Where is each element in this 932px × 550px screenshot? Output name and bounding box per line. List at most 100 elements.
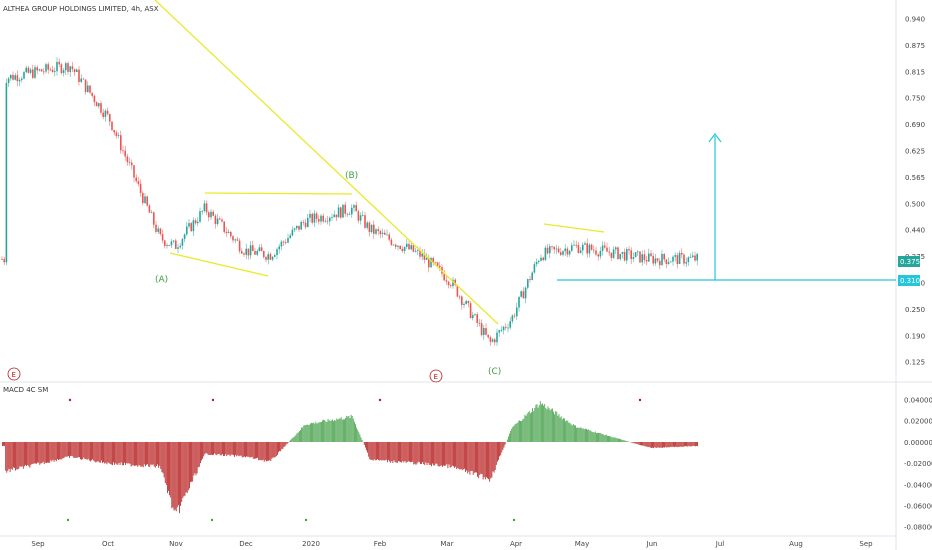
macd-bar: [130, 442, 132, 467]
candle-body: [549, 246, 551, 254]
macd-bar: [126, 442, 128, 464]
candle-body: [538, 260, 540, 262]
candle-body: [584, 243, 586, 245]
time-axis[interactable]: Sep Oct Nov Dec 2020 Feb Mar Apr May Jun Jul Aug Sep: [31, 540, 873, 548]
drawing-layer[interactable]: [154, 0, 896, 325]
macd-bar: [601, 433, 603, 442]
macd-tick-label: -0.08000: [904, 524, 932, 532]
macd-bar: [132, 442, 134, 466]
candle-body: [551, 246, 553, 248]
macd-bar: [438, 442, 440, 467]
macd-bar: [567, 420, 569, 442]
candle-body: [656, 258, 659, 261]
macd-bar: [423, 442, 425, 464]
candle-body: [10, 74, 12, 79]
macd-bar: [531, 412, 532, 442]
candle-body: [516, 307, 518, 317]
macd-bar: [559, 417, 561, 442]
macd-bar: [621, 439, 623, 442]
target-arrow-head[interactable]: [708, 133, 722, 143]
macd-bar: [613, 437, 615, 442]
macd-bar: [580, 427, 582, 442]
macd-bar: [498, 442, 499, 460]
candle-body: [500, 330, 503, 331]
candle-body: [227, 231, 230, 233]
macd-bar: [297, 432, 299, 442]
macd-bar: [552, 408, 553, 442]
candle-body: [353, 205, 355, 208]
macd-bar: [378, 442, 379, 461]
candle-body: [54, 71, 56, 73]
macd-bar: [431, 442, 432, 467]
candle-body: [245, 248, 247, 255]
macd-bar: [664, 442, 665, 448]
macd-bar: [306, 424, 308, 442]
candle-body: [637, 251, 639, 253]
wave-a-lower-line[interactable]: [169, 252, 269, 277]
macd-bar: [568, 422, 570, 442]
macd-bar: [138, 442, 140, 466]
macd-axis[interactable]: 0.04000 0.02000 0.00000 -0.02000 -0.04000 -0.…: [904, 397, 932, 532]
macd-bar: [228, 442, 230, 455]
macd-bar: [264, 442, 266, 461]
price-panel[interactable]: [0, 0, 896, 380]
macd-bar: [417, 442, 419, 462]
candle-body: [18, 79, 21, 82]
macd-bar: [682, 442, 684, 447]
candle-body: [40, 69, 43, 72]
macd-bar: [625, 440, 627, 442]
macd-bar: [607, 435, 608, 442]
candle-body: [661, 253, 663, 266]
candle-body: [386, 234, 388, 236]
candle-body: [566, 248, 569, 255]
resistance-line[interactable]: [543, 223, 605, 233]
candle-body: [56, 61, 58, 72]
macd-bar: [604, 435, 606, 442]
event-marker-1[interactable]: E: [7, 367, 21, 381]
macd-bar: [514, 424, 516, 442]
price-axis[interactable]: 0.940 0.875 0.815 0.750 0.690 0.625 0.565 0.500…: [905, 16, 925, 367]
macd-bar: [242, 442, 244, 458]
macd-bar: [14, 442, 15, 468]
macd-bar: [436, 442, 438, 464]
candle-body: [555, 248, 558, 250]
candle-body: [465, 300, 467, 305]
candle-body: [463, 304, 465, 305]
candle-body: [478, 322, 481, 324]
candle-body: [472, 315, 474, 319]
macd-bar: [610, 436, 612, 442]
macd-bar: [162, 442, 164, 474]
candle-body: [161, 234, 164, 241]
event-marker-2[interactable]: E: [429, 369, 443, 383]
macd-bar: [114, 442, 115, 465]
time-tick-label: Feb: [374, 540, 387, 548]
wave-b-upper-line[interactable]: [204, 192, 353, 195]
candle-body: [263, 251, 265, 257]
macd-bar: [468, 442, 470, 472]
candle-body: [157, 228, 159, 232]
macd-bar: [17, 442, 19, 470]
time-tick-label: Nov: [169, 540, 183, 548]
macd-bar: [347, 416, 349, 442]
candle-body: [439, 265, 441, 268]
macd-bar: [41, 442, 43, 464]
macd-bar: [392, 442, 394, 463]
macd-bar: [229, 442, 231, 457]
macd-bar: [665, 442, 667, 447]
macd-bar: [508, 436, 509, 442]
candle-body: [43, 71, 45, 73]
macd-bar: [634, 442, 636, 444]
macd-bar: [71, 442, 73, 456]
macd-bar: [395, 442, 397, 463]
macd-bar: [49, 442, 51, 463]
macd-bar: [544, 404, 546, 442]
candle-body: [71, 66, 74, 70]
macd-bar: [172, 442, 174, 508]
macd-bar: [236, 442, 238, 457]
macd-bar: [670, 442, 672, 447]
downtrend-line[interactable]: [154, 0, 499, 325]
macd-bar: [360, 437, 362, 442]
macd-bar: [448, 442, 450, 465]
candle-body: [188, 223, 190, 227]
